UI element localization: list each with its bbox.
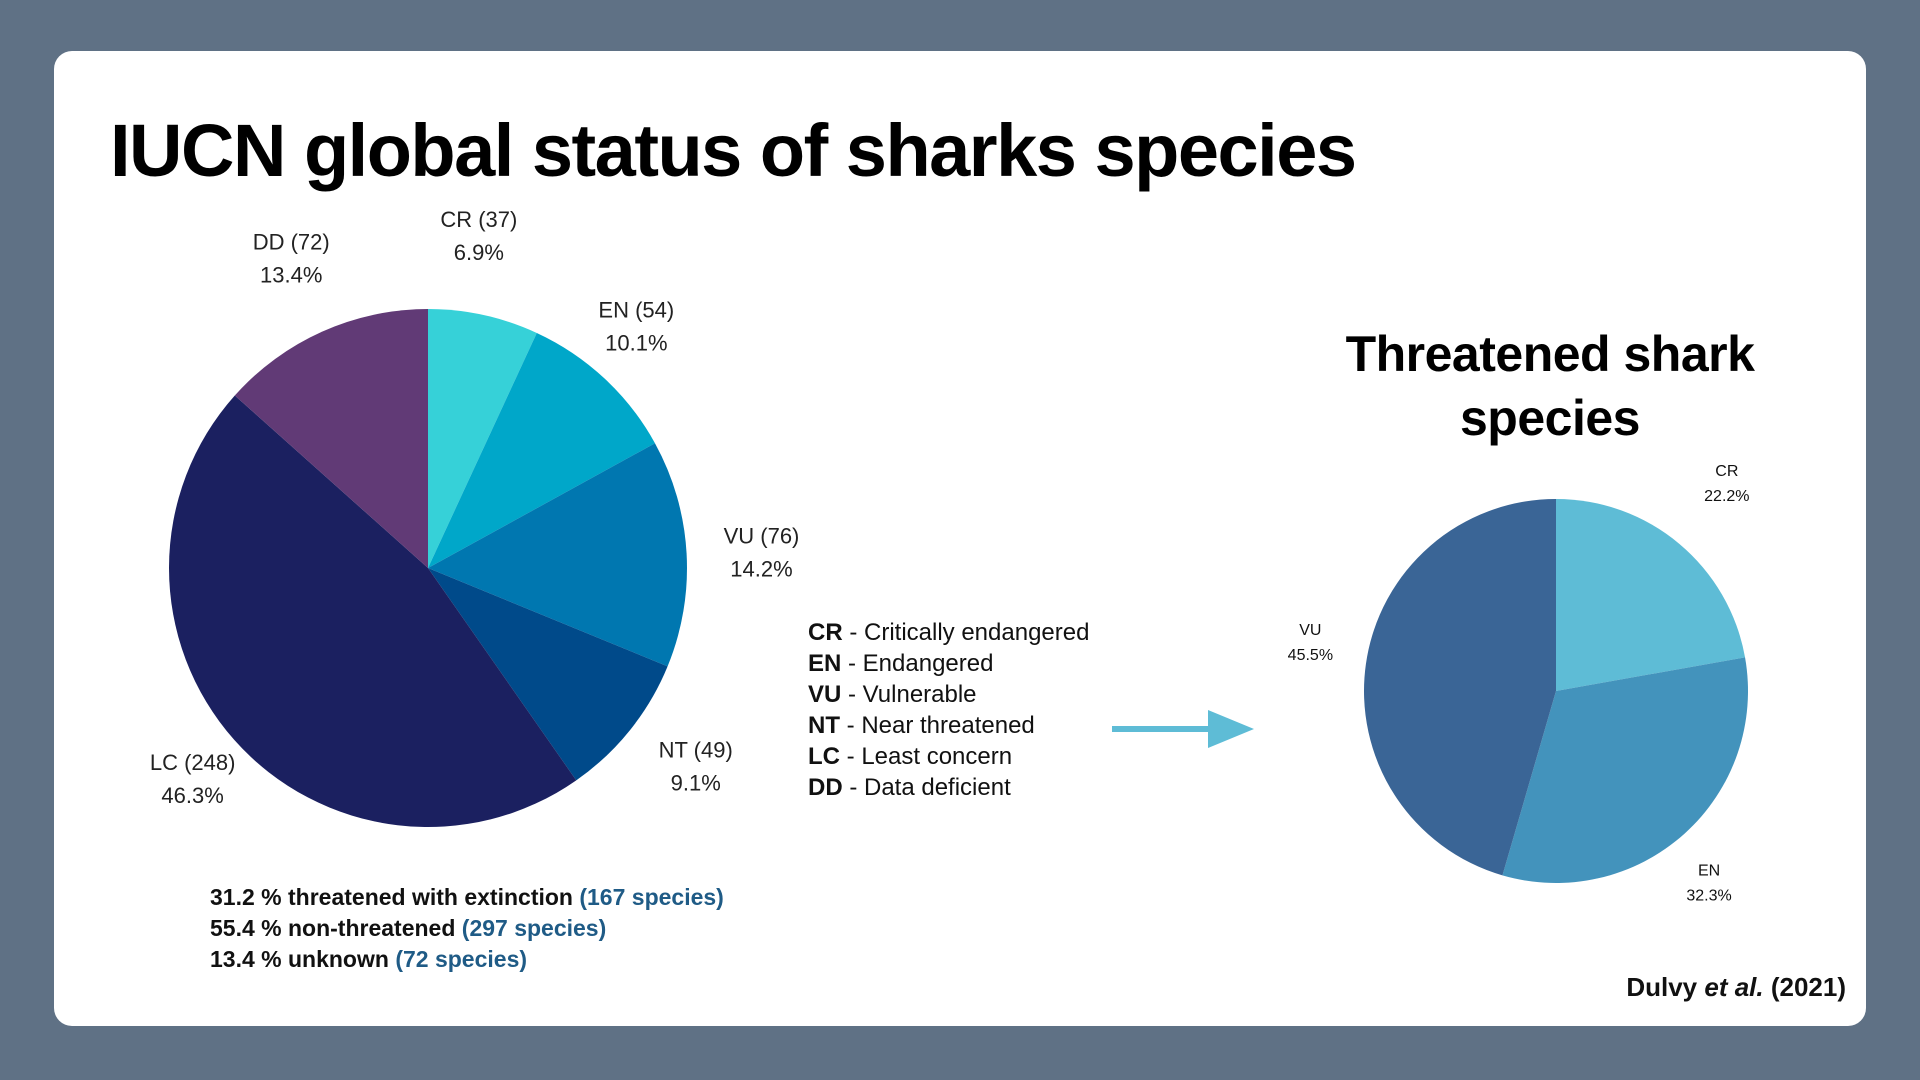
legend-item: EN - Endangered xyxy=(808,650,994,677)
legend-item: NT - Near threatened xyxy=(808,712,1035,739)
pie-label-lc: LC (248) 46.3% xyxy=(150,750,236,808)
pie-label-vu: VU 45.5% xyxy=(1288,622,1333,664)
pie-slice-en xyxy=(428,332,655,568)
pie-label-en: EN 32.3% xyxy=(1686,863,1731,905)
pie-label-en: EN (54) 10.1% xyxy=(598,298,674,356)
page-title: IUCN global status of sharks species xyxy=(110,109,1357,192)
legend-item: DD - Data deficient xyxy=(808,774,1011,801)
legend-item: LC - Least concern xyxy=(808,743,1013,770)
pie-label-vu: VU (76) 14.2% xyxy=(724,523,800,581)
arrow-right-icon xyxy=(1112,710,1254,748)
pie-slice-en xyxy=(1502,657,1748,884)
pie-label-cr: CR 22.2% xyxy=(1704,463,1749,505)
pie-slice-dd xyxy=(234,309,428,568)
pie-slice-lc xyxy=(168,395,577,828)
legend-item: VU - Vulnerable xyxy=(808,681,977,708)
citation: Dulvy et al. (2021) xyxy=(1626,972,1846,1002)
pie-slice-vu xyxy=(1363,499,1556,876)
pie-slice-vu xyxy=(428,443,687,667)
legend-item: CR - Critically endangered xyxy=(808,619,1090,646)
summary-line: 13.4 % unknown (72 species) xyxy=(210,946,528,972)
pie-slice-cr xyxy=(428,309,537,568)
threatened-chart-title: Threatened shark species xyxy=(1345,326,1755,446)
pie-label-dd: DD (72) 13.4% xyxy=(253,229,330,287)
summary-line: 31.2 % threatened with extinction (167 s… xyxy=(210,884,724,910)
summary-block: 31.2 % threatened with extinction (167 s… xyxy=(210,882,724,975)
pie-slice-nt xyxy=(428,568,668,781)
status-legend: CR - Critically endangered EN - Endanger… xyxy=(808,617,1089,803)
pie-label-cr: CR (37) 6.9% xyxy=(440,207,517,265)
summary-line: 55.4 % non-threatened (297 species) xyxy=(210,915,607,941)
pie-slice-cr xyxy=(1556,499,1746,691)
pie-label-nt: NT (49) 9.1% xyxy=(659,738,733,796)
